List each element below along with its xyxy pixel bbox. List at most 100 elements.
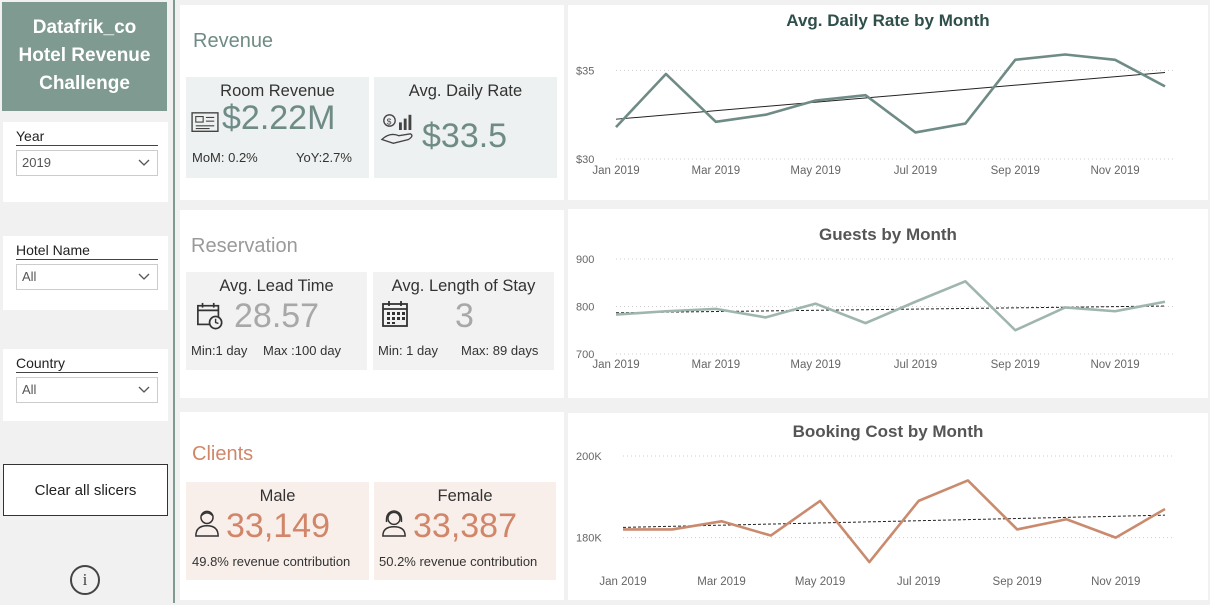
data-point[interactable] [763,314,769,320]
x-tick-label: Jan 2019 [592,359,639,371]
x-tick-label: Mar 2019 [692,359,741,371]
x-tick-label: Jul 2019 [897,576,940,588]
data-point[interactable] [866,559,872,565]
booking-cost-chart: Booking Cost by Month 180K 200K Jan 2019 Mar… [576,422,1175,588]
data-point[interactable] [912,129,918,135]
data-point[interactable] [1012,57,1018,63]
data-point[interactable] [768,533,774,539]
y-tick-label: $35 [576,65,594,77]
x-tick-label: May 2019 [795,576,846,588]
avg-daily-rate-value: $33.5 [422,117,508,155]
y-tick-label: 700 [576,349,594,361]
data-point[interactable] [863,320,869,326]
data-point[interactable] [1012,327,1018,333]
avg-daily-rate-card: Avg. Daily Rate $ $33.5 [374,77,557,178]
info-icon[interactable]: i [70,565,100,595]
country-dropdown[interactable]: All [16,377,158,403]
year-dropdown-value: 2019 [22,155,51,170]
room-revenue-mom: MoM: 0.2% [192,150,258,165]
clear-all-slicers-button[interactable]: Clear all slicers [3,464,168,516]
avg-length-of-stay-value: 3 [455,297,474,335]
chart-title: Booking Cost by Month [793,422,984,441]
data-point[interactable] [663,308,669,314]
room-revenue-yoy: YoY:2.7% [296,150,352,165]
data-point[interactable] [1112,308,1118,314]
chart-title: Guests by Month [819,225,957,244]
x-tick-label: Mar 2019 [692,165,741,177]
data-point[interactable] [1062,51,1068,57]
data-point[interactable] [965,477,971,483]
avg-lead-time-value: 28.57 [234,297,320,335]
data-point[interactable] [1162,83,1168,89]
male-revenue-contribution: 49.8% revenue contribution [192,554,351,569]
calendar-clock-icon [197,302,223,330]
x-tick-label: Jul 2019 [894,359,937,371]
data-point[interactable] [1014,526,1020,532]
hotel-name-slicer-label: Hotel Name [16,242,158,260]
chevron-down-icon [138,159,150,166]
x-tick-label: Sep 2019 [991,165,1040,177]
y-tick-label: $30 [576,154,594,166]
data-point[interactable] [620,526,626,532]
data-point[interactable] [613,124,619,130]
x-tick-label: Sep 2019 [993,576,1042,588]
calendar-icon [382,301,408,327]
avg-length-of-stay-card: Avg. Length of Stay 3 Min: 1 day Max: 89… [373,272,554,370]
x-tick-label: Mar 2019 [697,576,746,588]
chart-title: Avg. Daily Rate by Month [786,11,989,30]
x-tick-label: Jul 2019 [894,165,937,177]
series-line [615,53,1166,134]
year-dropdown[interactable]: 2019 [16,150,158,176]
avg-lead-time-card: Avg. Lead Time 28.57 Min:1 day Max :100 … [186,272,367,370]
data-point[interactable] [1063,516,1069,522]
data-point[interactable] [813,98,819,104]
data-point[interactable] [1112,57,1118,63]
x-tick-label: Sep 2019 [991,359,1040,371]
data-point[interactable] [613,312,619,318]
money-hand-icon: $ [380,114,413,144]
y-tick-label: 200K [576,451,602,463]
data-point[interactable] [719,518,725,524]
data-point[interactable] [962,278,968,284]
chevron-down-icon [138,273,150,280]
chevron-down-icon [138,386,150,393]
data-point[interactable] [817,498,823,504]
hotel-name-slicer: Hotel Name All [3,236,168,310]
data-point[interactable] [669,526,675,532]
x-tick-label: Jan 2019 [592,165,639,177]
reservation-section-title: Reservation [191,235,298,257]
data-point[interactable] [813,301,819,307]
female-card: Female 33,387 50.2% revenue contribution [374,482,556,580]
avg-daily-rate-label: Avg. Daily Rate [408,82,523,100]
data-point[interactable] [863,92,869,98]
data-point[interactable] [713,119,719,125]
invoice-icon [191,112,219,132]
data-point[interactable] [1062,304,1068,310]
x-tick-label: Nov 2019 [1091,576,1140,588]
male-count-value: 33,149 [226,507,330,545]
data-point[interactable] [962,121,968,127]
y-tick-label: 800 [576,302,594,314]
data-point[interactable] [763,112,769,118]
avg-daily-rate-chart: Avg. Daily Rate by Month $30 $35 Jan 2019 Ma… [576,11,1175,177]
year-slicer-label: Year [16,128,158,146]
x-tick-label: Nov 2019 [1090,165,1139,177]
data-point[interactable] [713,306,719,312]
year-slicer: Year 2019 [3,122,168,202]
data-point[interactable] [663,71,669,77]
lead-time-max: Max :100 day [263,343,342,358]
data-point[interactable] [1162,299,1168,305]
y-tick-label: 180K [576,533,602,545]
female-revenue-contribution: 50.2% revenue contribution [379,554,538,569]
guests-chart: Guests by Month 700 800 900 Jan 2019 Mar 2019… [576,225,1175,371]
data-point[interactable] [916,498,922,504]
data-point[interactable] [1162,506,1168,512]
title-line-3: Challenge [39,73,130,94]
data-point[interactable] [1113,535,1119,541]
hotel-name-dropdown[interactable]: All [16,264,158,290]
data-point[interactable] [912,299,918,305]
lead-time-min: Min:1 day [191,343,248,358]
x-tick-label: May 2019 [790,359,841,371]
trend-line [615,71,1166,120]
country-slicer-label: Country [16,355,158,373]
